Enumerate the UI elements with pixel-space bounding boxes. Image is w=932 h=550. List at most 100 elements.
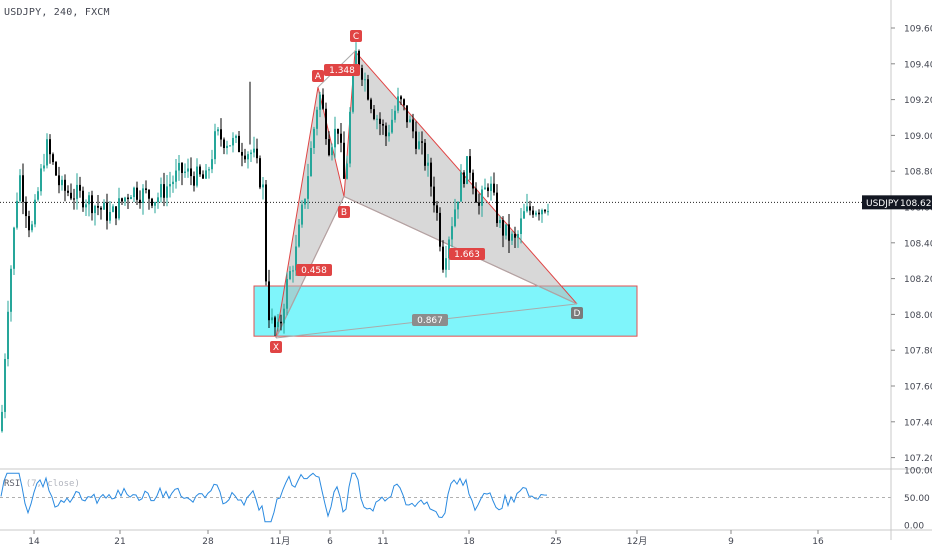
candle-body [412, 119, 414, 132]
candle-body [304, 198, 306, 205]
price-tick-label: 108.200 [904, 275, 932, 285]
candle-body [379, 118, 381, 124]
candle-body [466, 156, 468, 184]
candle-body [109, 211, 111, 221]
candle-body [142, 188, 144, 204]
candle-body [319, 94, 321, 110]
candle-body [433, 186, 435, 206]
candle-body [325, 108, 327, 140]
current-price-value: 108.627 [900, 199, 932, 209]
candle-body [82, 190, 84, 208]
ratio-xb-label-bg [296, 264, 332, 276]
point-c-label: C [350, 30, 362, 42]
candle-body [535, 212, 537, 215]
candle-body [46, 139, 48, 166]
candle-body [496, 192, 498, 224]
candle-body [451, 226, 453, 240]
candle-body [442, 246, 444, 270]
candle-body [502, 219, 504, 236]
price-tick-label: 107.800 [904, 347, 932, 357]
candle-body [370, 99, 372, 110]
time-tick-label: 6 [327, 537, 333, 547]
candle-body [463, 172, 465, 184]
candle-body [127, 197, 129, 200]
candle-body [313, 128, 315, 148]
candle-body [79, 184, 81, 191]
candle-body [211, 159, 213, 170]
candle-body [76, 184, 78, 199]
point-a-label-text: A [315, 72, 322, 82]
ratio-xd-label-bg [412, 314, 448, 326]
candle-body [472, 172, 474, 189]
candle-body [298, 224, 300, 247]
candle-body [13, 227, 15, 269]
candle-body [121, 198, 123, 202]
candle-body [55, 162, 57, 176]
price-tick-label: 109.200 [904, 96, 932, 106]
candle-body [115, 206, 117, 219]
ratio-bd-label-bg [449, 248, 485, 260]
candle-body [487, 187, 489, 191]
point-a-label-bg [312, 70, 324, 82]
candle-body [148, 189, 150, 199]
candle-body [205, 170, 207, 179]
price-tick-label: 107.200 [904, 454, 932, 464]
candle-body [235, 135, 237, 138]
ratio-ac-label-bg [324, 64, 360, 76]
candle-body [322, 94, 324, 109]
time-tick-label: 11月 [270, 536, 290, 547]
candle-body [52, 154, 54, 163]
price-tick-label: 107.400 [904, 418, 932, 428]
candle-body [346, 163, 348, 179]
candle-body [178, 162, 180, 171]
time-tick-label: 9 [728, 537, 734, 547]
candle-body [361, 68, 363, 80]
candle-body [103, 202, 105, 210]
point-c-label-text: C [353, 32, 359, 42]
candle-body [340, 133, 342, 143]
candle-body [124, 197, 126, 202]
candle-body [358, 50, 360, 69]
candle-body [475, 188, 477, 203]
candle-body [244, 155, 246, 160]
candle-body [334, 128, 336, 148]
price-tick-label: 107.600 [904, 383, 932, 393]
candle-body [262, 184, 264, 188]
candle-body [547, 211, 549, 213]
candle-body [355, 50, 357, 73]
rsi-legend: RSI (7, close) [4, 479, 80, 489]
candle-body [382, 123, 384, 126]
point-d-label-text: D [574, 309, 581, 319]
candle-body [136, 187, 138, 200]
candle-body [4, 358, 6, 412]
candle-body [289, 271, 291, 279]
candle-body [7, 311, 9, 359]
candle-body [364, 79, 366, 81]
rsi-tick-label: 100.00 [904, 467, 932, 477]
candle-body [16, 200, 18, 228]
candle-body [484, 187, 486, 190]
ratio-xd-label-text: 0.867 [417, 316, 443, 326]
candle-body [250, 152, 252, 155]
current-price-bg [862, 195, 932, 210]
candle-body [208, 169, 210, 171]
candle-body [259, 158, 261, 188]
candle-body [529, 206, 531, 211]
candle-body [214, 131, 216, 160]
point-x-label-text: X [273, 343, 279, 353]
candle-body [160, 184, 162, 198]
candle-body [385, 125, 387, 137]
candle-body [202, 174, 204, 179]
candle-body [280, 321, 282, 324]
candle-body [217, 129, 219, 132]
candle-body [175, 170, 177, 182]
rsi-params: (7, close) [25, 479, 80, 489]
candle-body [460, 172, 462, 202]
candle-body [247, 154, 249, 160]
candle-body [376, 118, 378, 120]
candle-body [196, 166, 198, 186]
candle-body [154, 202, 156, 206]
candle-body [445, 258, 447, 270]
